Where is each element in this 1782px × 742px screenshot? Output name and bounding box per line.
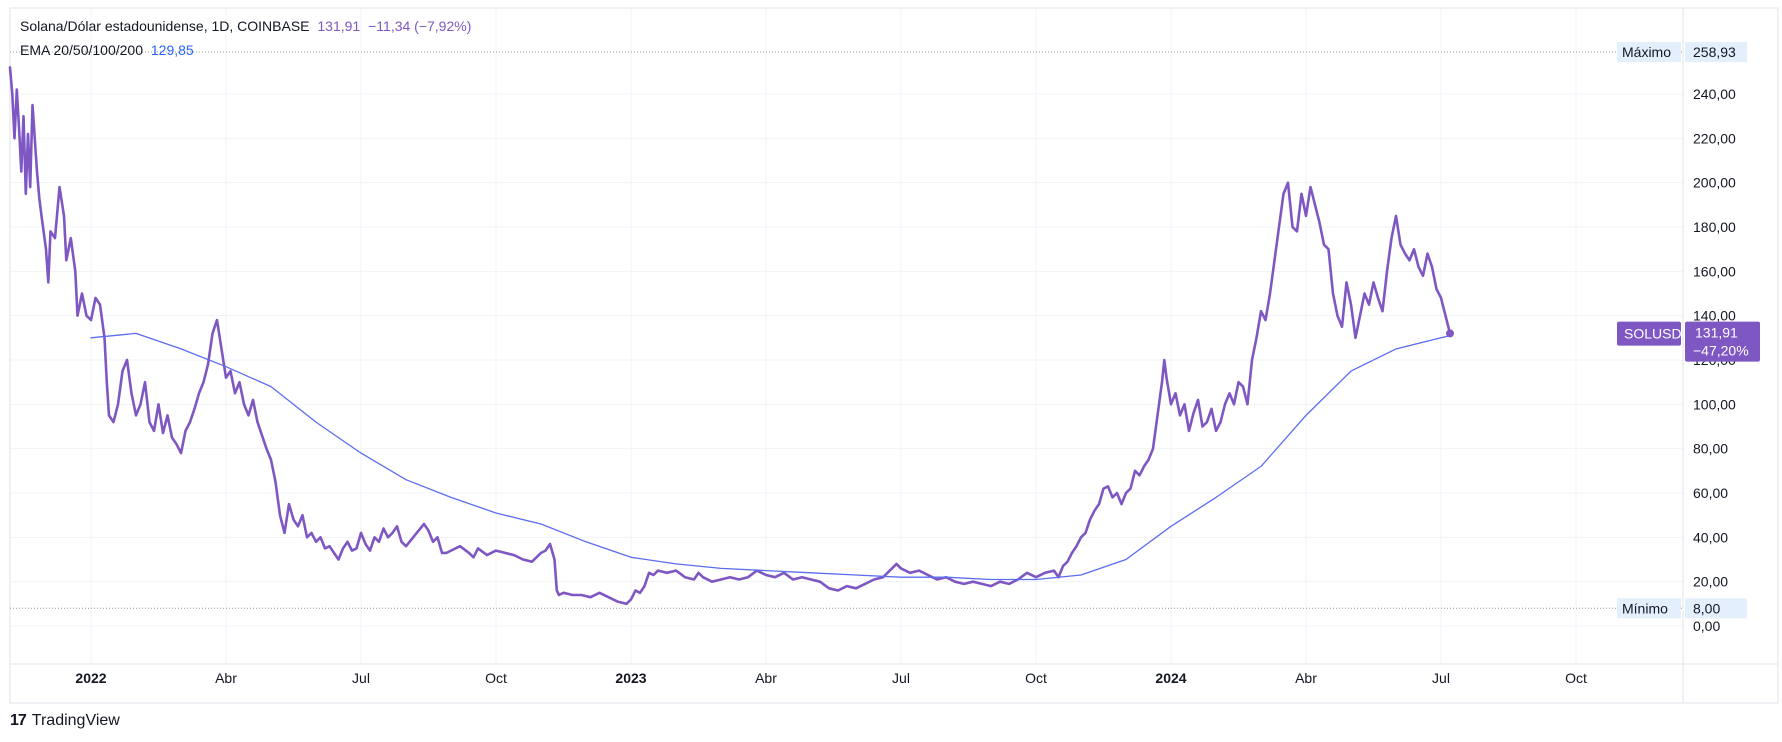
y-tick-label-3: 60,00 xyxy=(1693,485,1728,501)
y-tick-label-8: 160,00 xyxy=(1693,263,1736,279)
x-tick-label-3: Oct xyxy=(485,670,507,686)
series-line-ema xyxy=(90,332,1451,581)
x-tick-label-5: Abr xyxy=(755,670,777,686)
x-tick-label-8: 2024 xyxy=(1155,670,1186,686)
min-label: Mínimo xyxy=(1622,600,1668,616)
min-label-bg xyxy=(1617,598,1681,619)
max-value-bg xyxy=(1685,42,1747,63)
brand-footer[interactable]: 17 TradingView xyxy=(10,712,120,730)
x-tick-label-10: Jul xyxy=(1432,670,1450,686)
price-change-value: −11,34 (−7,92%) xyxy=(368,18,472,34)
y-tick-label-5: 100,00 xyxy=(1693,396,1736,412)
x-tick-label-4: 2023 xyxy=(615,670,646,686)
last-price-tag-change: −47,20% xyxy=(1693,343,1749,359)
indicator-legend[interactable]: EMA 20/50/100/200 129,85 xyxy=(20,42,198,58)
series-line-solusd xyxy=(8,66,1452,606)
y-tick-label-11: 220,00 xyxy=(1693,130,1736,146)
max-value: 258,93 xyxy=(1693,44,1736,60)
max-label: Máximo xyxy=(1622,44,1671,60)
x-tick-label-0: 2022 xyxy=(75,670,106,686)
last-price-tag-value: 131,91 xyxy=(1695,325,1738,341)
min-value: 8,00 xyxy=(1693,600,1720,616)
y-tick-label-2: 40,00 xyxy=(1693,529,1728,545)
x-axis: 2022 Abr Jul Oct 2023 Abr Jul Oct 2024 Abr Jul Oct xyxy=(75,670,1587,686)
chart-border xyxy=(9,7,1779,704)
y-tick-label-10: 200,00 xyxy=(1693,175,1736,191)
y-tick-label-0: 0,00 xyxy=(1693,618,1720,634)
x-tick-label-9: Abr xyxy=(1295,670,1317,686)
x-tick-label-1: Abr xyxy=(215,670,237,686)
y-tick-label-12: 240,00 xyxy=(1693,86,1736,102)
symbol-tag-bg xyxy=(1617,321,1681,346)
symbol-title: Solana/Dólar estadounidense, 1D, COINBAS… xyxy=(20,18,310,34)
series-lines xyxy=(8,66,1454,606)
last-price-dot xyxy=(1446,329,1454,338)
ema-value: 129,85 xyxy=(150,42,194,58)
x-tick-label-11: Oct xyxy=(1565,670,1587,686)
max-label-bg xyxy=(1617,42,1681,63)
min-max-markers: Máximo 258,93 Mínimo 8,00 xyxy=(10,42,1747,619)
y-tick-label-9: 180,00 xyxy=(1693,219,1736,235)
ema-label: EMA 20/50/100/200 xyxy=(20,42,143,58)
symbol-legend[interactable]: Solana/Dólar estadounidense, 1D, COINBAS… xyxy=(20,18,475,34)
last-price-tag: SOLUSD 131,91 −47,20% xyxy=(1617,321,1760,362)
y-tick-label-7: 140,00 xyxy=(1693,308,1736,324)
x-tick-label-2: Jul xyxy=(352,670,370,686)
last-price-tag-bg xyxy=(1685,321,1760,362)
last-price-value: 131,91 xyxy=(317,18,361,34)
grid-lines xyxy=(10,8,1683,664)
symbol-tag-text: SOLUSD xyxy=(1624,326,1682,342)
y-tick-label-4: 80,00 xyxy=(1693,441,1728,457)
tradingview-logo-icon: 17 xyxy=(10,712,27,729)
brand-name: TradingView xyxy=(31,712,120,729)
x-tick-label-7: Oct xyxy=(1025,670,1047,686)
y-tick-label-1: 20,00 xyxy=(1693,574,1728,590)
x-tick-label-6: Jul xyxy=(892,670,910,686)
min-value-bg xyxy=(1685,598,1747,619)
chart-frame xyxy=(9,7,1779,704)
